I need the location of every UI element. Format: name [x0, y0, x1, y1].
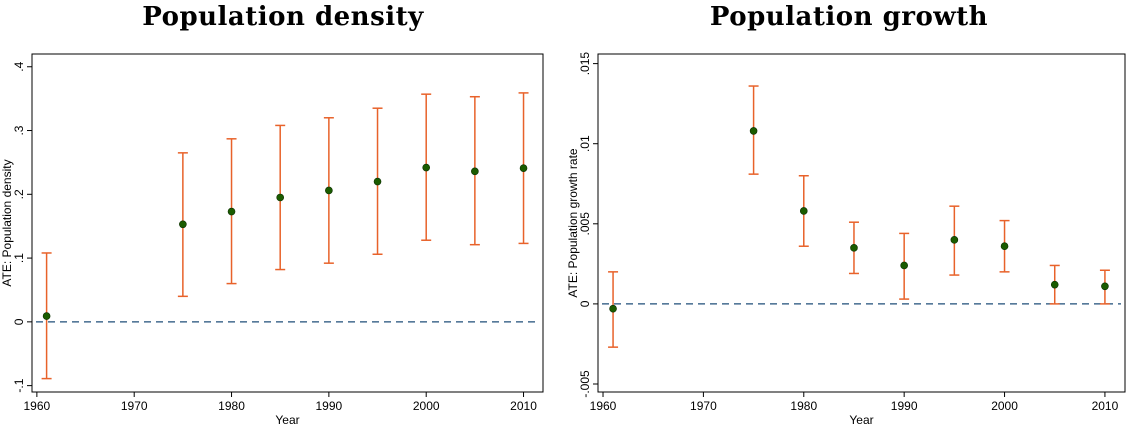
point-estimate [1101, 282, 1109, 291]
y-tick-label: 0 [12, 318, 26, 325]
estimate-with-ci [608, 271, 619, 348]
x-tick-label: 1970 [121, 399, 148, 413]
estimate-with-ci [41, 252, 52, 380]
point-estimate [1000, 242, 1009, 251]
point-estimate [850, 244, 858, 252]
point-estimate [227, 207, 236, 216]
density-chart-panel: Population density 1960 1970 1980 1990 2000 2… [0, 2, 544, 427]
y-axis-label: ATE: Population growth rate [566, 148, 580, 298]
plot-frame [597, 53, 1126, 393]
x-tick-label: 2000 [991, 399, 1018, 413]
point-estimate [471, 167, 479, 176]
y-tick-label: .005 [578, 212, 592, 236]
point-estimate [609, 304, 617, 313]
x-tick-label: 1960 [24, 399, 51, 413]
chart-title: Population growth [709, 2, 989, 32]
point-estimate [799, 207, 808, 215]
x-tick-label: 1970 [690, 399, 717, 413]
x-tick-label: 1960 [590, 399, 617, 413]
estimate-with-ci [848, 221, 859, 275]
estimate-with-ci [1099, 269, 1110, 305]
estimate-with-ci [798, 174, 809, 247]
estimate-with-ci [323, 117, 334, 264]
estimate-with-ci [999, 219, 1010, 273]
estimate-with-ci [469, 95, 480, 246]
growth-chart-panel: Population growth 1960 1970 1980 1990 2000 20… [566, 0, 1132, 432]
point-estimate [42, 312, 51, 320]
x-axis-label: Year [849, 413, 873, 427]
point-estimate [1050, 280, 1059, 289]
point-estimate [900, 261, 908, 270]
point-estimate [276, 193, 285, 202]
y-tick-label: .1 [12, 253, 26, 263]
point-estimate [519, 164, 528, 172]
estimate-with-ci [421, 93, 432, 241]
estimate-with-ci [949, 205, 960, 276]
x-tick-label: 2010 [510, 399, 537, 413]
y-tick-label: .01 [578, 135, 592, 152]
estimate-with-ci [372, 107, 383, 255]
estimate-with-ci [899, 232, 910, 300]
point-estimate [373, 177, 382, 186]
y-tick-label: 0 [578, 300, 592, 307]
growth-chart: 1960 1970 1980 1990 2000 2010 -.005 0 .005 .01 .01… [566, 52, 1126, 427]
estimate-with-ci [1049, 264, 1060, 305]
x-axis-label: Year [275, 413, 299, 427]
x-tick-label: 1990 [316, 399, 343, 413]
x-tick-label: 2000 [413, 399, 440, 413]
y-tick-label: .3 [12, 125, 26, 135]
point-estimate [749, 127, 758, 135]
y-axis-label: ATE: Population density [0, 159, 14, 286]
y-tick-label: .015 [578, 52, 592, 76]
point-estimate [179, 220, 187, 229]
y-tick-label: -.005 [578, 370, 592, 398]
estimate-with-ci [177, 152, 188, 298]
estimate-with-ci [518, 92, 529, 245]
point-estimate [950, 236, 959, 244]
y-tick-label: .2 [12, 189, 26, 199]
estimate-with-ci [226, 138, 237, 285]
x-tick-label: 1990 [891, 399, 918, 413]
estimate-with-ci [275, 124, 286, 271]
point-estimate [325, 186, 333, 195]
point-estimate [422, 163, 431, 172]
y-tick-label: -.1 [12, 378, 26, 392]
x-tick-label: 2010 [1092, 399, 1119, 413]
density-chart: 1960 1970 1980 1990 2000 2010 -.1 0 .1 .2 .3 .4 Year… [0, 53, 544, 427]
y-tick-label: .4 [12, 61, 26, 71]
chart-title: Population density [142, 2, 424, 32]
x-tick-label: 1980 [790, 399, 817, 413]
plot-frame [31, 53, 544, 393]
x-tick-label: 1980 [218, 399, 245, 413]
estimate-with-ci [748, 85, 759, 175]
